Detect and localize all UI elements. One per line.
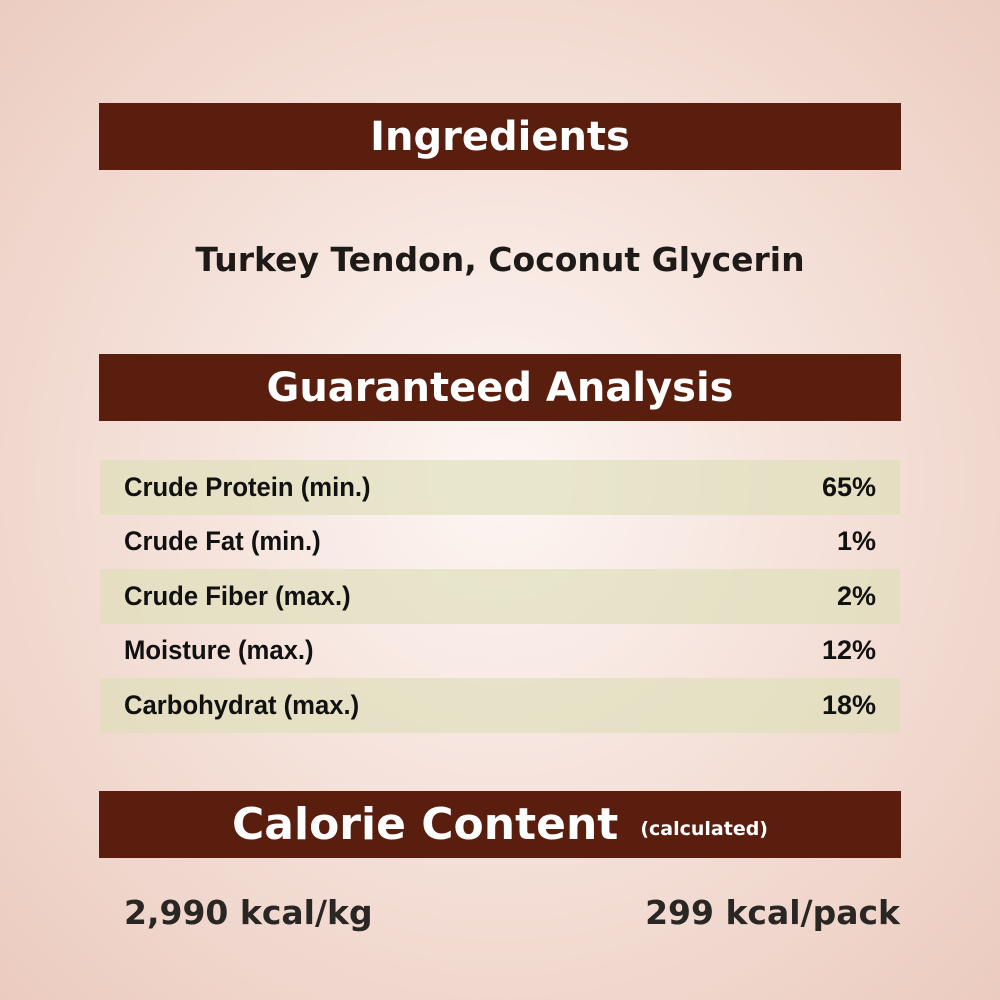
row-value: 18% <box>821 689 876 720</box>
row-label: Carbohydrat (max.) <box>124 689 360 720</box>
row-label: Crude Protein (min.) <box>124 471 371 502</box>
analysis-table: Crude Protein (min.) 65% Crude Fat (min.)… <box>100 460 900 733</box>
calorie-title: Calorie Content <box>232 799 619 850</box>
calorie-subtitle: (calculated) <box>640 817 768 840</box>
table-row: Crude Fat (min.) 1% <box>100 515 900 570</box>
row-value: 12% <box>821 635 876 666</box>
analysis-title: Guaranteed Analysis <box>266 364 734 411</box>
analysis-header: Guaranteed Analysis <box>99 354 901 421</box>
row-value: 1% <box>836 526 876 557</box>
table-row: Moisture (max.) 12% <box>100 624 900 679</box>
row-label: Moisture (max.) <box>124 635 314 666</box>
ingredients-header: Ingredients <box>99 103 901 170</box>
row-label: Crude Fat (min.) <box>124 526 321 557</box>
ingredients-text: Turkey Tendon, Coconut Glycerin <box>195 240 805 279</box>
calorie-per-pack: 299 kcal/pack <box>645 893 900 932</box>
calorie-per-kg: 2,990 kcal/kg <box>124 893 373 932</box>
table-row: Crude Fiber (max.) 2% <box>100 569 900 624</box>
row-label: Crude Fiber (max.) <box>124 580 351 611</box>
row-value: 2% <box>836 580 876 611</box>
table-row: Crude Protein (min.) 65% <box>100 460 900 515</box>
ingredients-title: Ingredients <box>370 113 630 160</box>
row-value: 65% <box>821 471 876 502</box>
table-row: Carbohydrat (max.) 18% <box>100 678 900 733</box>
calorie-header: Calorie Content (calculated) <box>99 791 901 858</box>
